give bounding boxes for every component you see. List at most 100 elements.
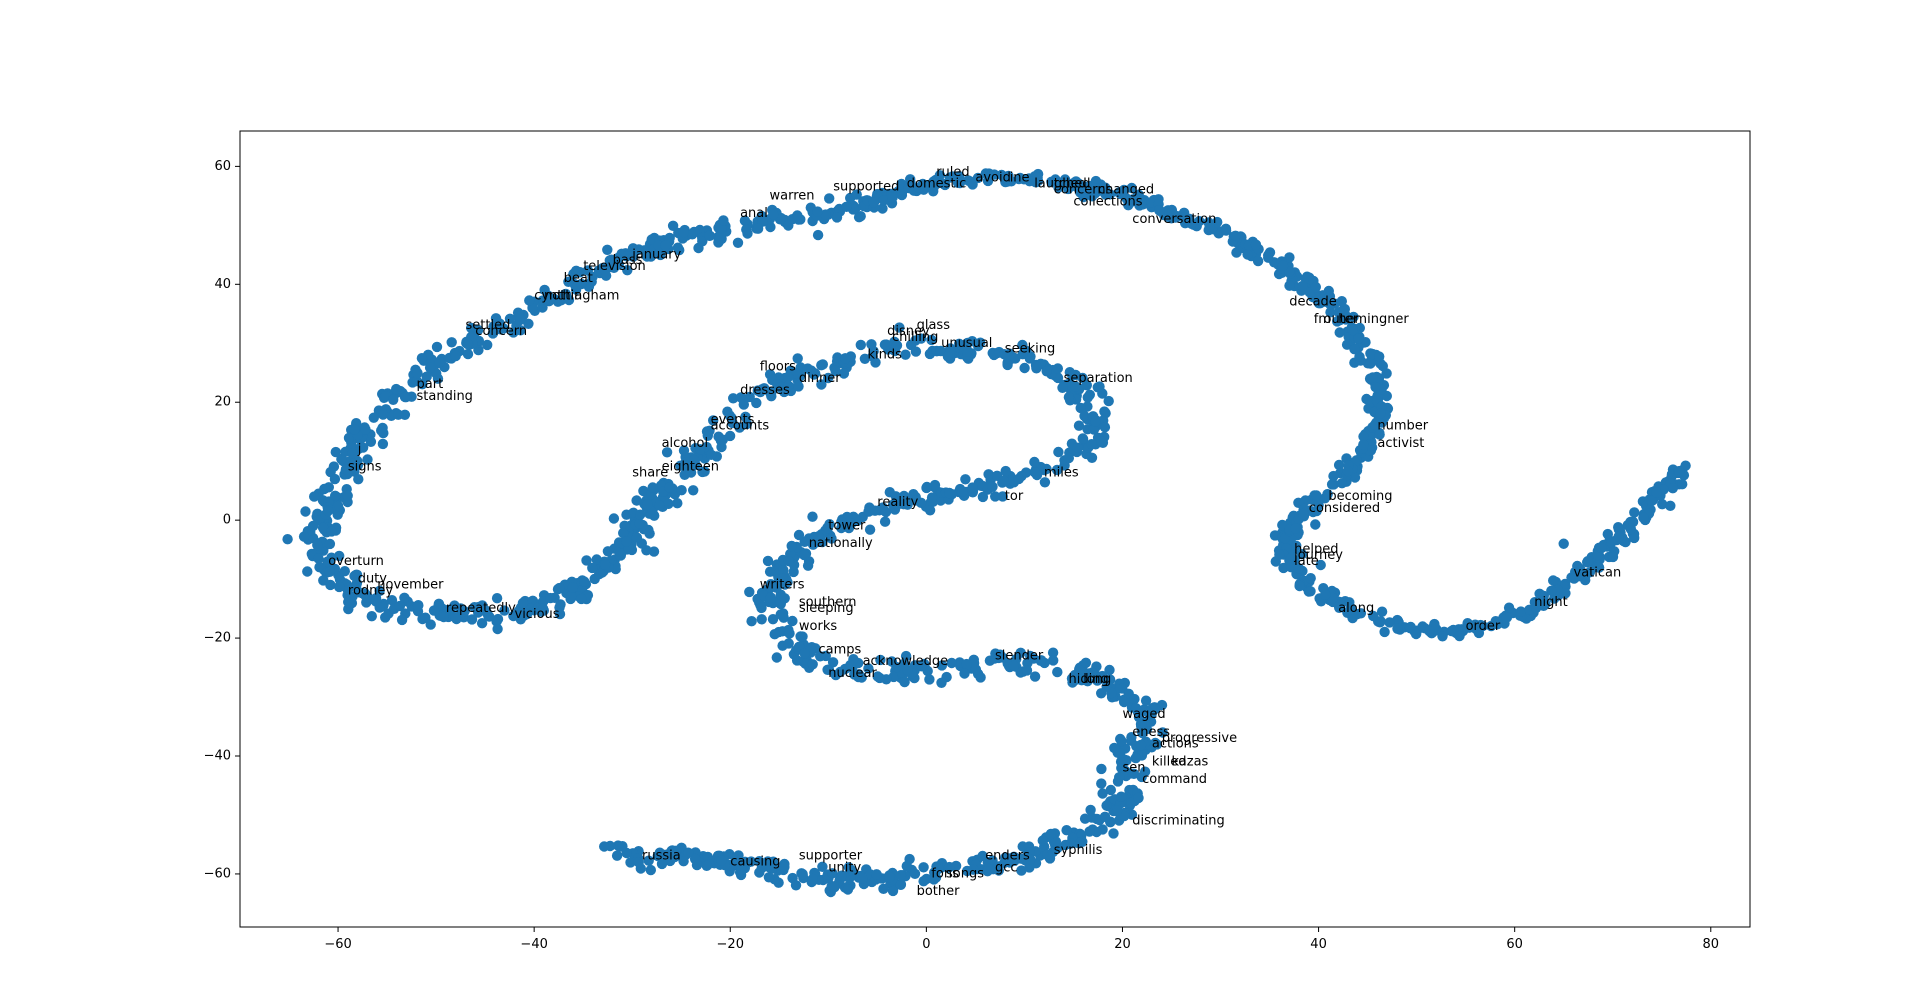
data-point bbox=[913, 182, 924, 193]
data-point bbox=[1285, 553, 1297, 564]
data-point bbox=[890, 491, 901, 502]
data-point bbox=[1154, 205, 1165, 216]
data-point bbox=[349, 570, 360, 582]
data-point bbox=[545, 592, 556, 604]
data-point bbox=[1613, 531, 1624, 542]
data-point bbox=[728, 393, 739, 404]
data-point bbox=[1151, 739, 1163, 750]
word-annotation: tower bbox=[828, 519, 866, 534]
data-point bbox=[625, 857, 636, 868]
data-point bbox=[783, 380, 794, 391]
data-point bbox=[377, 409, 389, 420]
data-point bbox=[836, 870, 847, 881]
data-point bbox=[918, 876, 929, 887]
data-point bbox=[613, 545, 625, 557]
data-point bbox=[368, 412, 379, 423]
data-point bbox=[929, 479, 941, 491]
word-annotation: hiding bbox=[1069, 672, 1109, 687]
word-annotation: glass bbox=[917, 318, 951, 333]
data-point bbox=[1333, 307, 1345, 318]
data-point bbox=[962, 337, 973, 349]
data-point bbox=[1370, 381, 1381, 393]
data-point bbox=[924, 674, 935, 685]
data-point bbox=[902, 664, 913, 676]
data-point bbox=[1625, 523, 1637, 535]
data-point bbox=[1157, 727, 1168, 738]
data-point bbox=[799, 549, 810, 561]
data-point bbox=[621, 251, 632, 262]
data-point bbox=[866, 339, 877, 350]
data-point bbox=[434, 356, 446, 368]
data-point bbox=[815, 651, 826, 662]
data-point bbox=[779, 861, 790, 873]
data-point bbox=[1090, 188, 1101, 199]
data-point bbox=[1136, 724, 1148, 736]
y-tick-label: 20 bbox=[214, 395, 231, 410]
data-point bbox=[1629, 507, 1640, 518]
y-tick-label: 60 bbox=[214, 159, 231, 174]
data-point bbox=[450, 350, 461, 362]
data-point bbox=[1277, 260, 1289, 271]
data-point bbox=[1135, 739, 1147, 751]
word-annotation: late bbox=[1294, 554, 1319, 569]
data-point bbox=[1369, 419, 1381, 430]
data-point bbox=[654, 847, 665, 858]
data-point bbox=[672, 242, 684, 253]
data-point bbox=[431, 341, 443, 353]
data-point bbox=[765, 221, 776, 233]
data-point bbox=[935, 495, 946, 506]
data-point bbox=[1133, 792, 1144, 804]
data-point bbox=[783, 556, 795, 567]
data-point bbox=[1328, 470, 1339, 482]
data-point bbox=[1000, 465, 1011, 477]
data-point bbox=[787, 615, 798, 627]
data-point bbox=[993, 652, 1004, 664]
word-annotation: repeatedly bbox=[446, 601, 516, 616]
data-point bbox=[424, 362, 436, 373]
data-point bbox=[1454, 630, 1465, 642]
word-annotation: eighteen bbox=[662, 460, 719, 475]
word-annotation: russia bbox=[642, 849, 681, 864]
data-point bbox=[824, 193, 835, 204]
data-point bbox=[634, 518, 645, 529]
word-annotation: becoming bbox=[1328, 489, 1392, 504]
data-point bbox=[875, 654, 886, 666]
data-point bbox=[983, 469, 994, 480]
data-point bbox=[329, 473, 341, 485]
data-point bbox=[887, 192, 898, 203]
data-point bbox=[799, 648, 810, 659]
word-annotation: nottingham bbox=[544, 289, 619, 304]
word-annotation: kazas bbox=[1172, 754, 1209, 769]
data-point bbox=[977, 491, 989, 503]
data-point bbox=[1037, 835, 1049, 846]
data-point bbox=[343, 596, 354, 608]
word-annotation: slender bbox=[995, 648, 1044, 663]
data-point bbox=[599, 559, 611, 570]
data-point bbox=[880, 506, 892, 518]
data-point bbox=[388, 394, 399, 405]
data-point bbox=[576, 593, 587, 605]
data-point bbox=[990, 491, 1001, 502]
data-point bbox=[791, 655, 803, 666]
data-point bbox=[944, 487, 955, 499]
data-point bbox=[587, 271, 598, 283]
word-annotation: fm bbox=[1314, 312, 1331, 327]
data-point bbox=[934, 170, 946, 181]
data-point bbox=[326, 526, 337, 537]
word-annotation: concern bbox=[475, 324, 527, 339]
word-annotation: camps bbox=[819, 642, 862, 657]
data-point bbox=[643, 855, 654, 866]
word-annotation: waged bbox=[1123, 707, 1166, 722]
data-point bbox=[763, 872, 775, 883]
data-point bbox=[820, 209, 831, 220]
data-point bbox=[823, 372, 834, 384]
data-point bbox=[909, 868, 921, 879]
word-annotation: dresses bbox=[740, 383, 790, 398]
word-annotation: accounts bbox=[711, 418, 770, 433]
data-point bbox=[602, 546, 614, 557]
data-point bbox=[1101, 800, 1112, 811]
data-point bbox=[984, 655, 996, 666]
data-point bbox=[1105, 784, 1117, 796]
data-point bbox=[1379, 626, 1390, 638]
data-point bbox=[499, 605, 510, 616]
